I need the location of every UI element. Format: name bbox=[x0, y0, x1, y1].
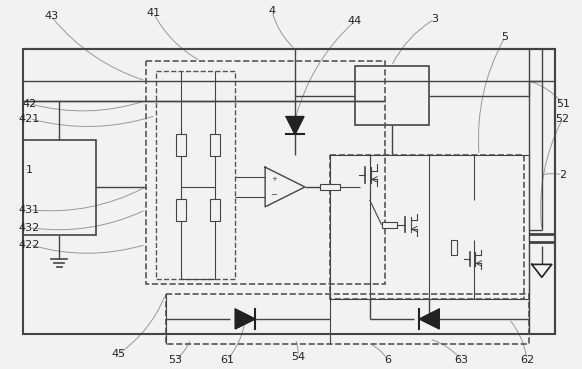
Bar bbox=[210, 199, 221, 221]
Polygon shape bbox=[420, 309, 439, 329]
Bar bbox=[166, 294, 529, 344]
Text: 422: 422 bbox=[19, 239, 40, 249]
Bar bbox=[354, 66, 430, 125]
Bar bbox=[320, 183, 340, 190]
Text: 53: 53 bbox=[169, 355, 183, 365]
Text: +: + bbox=[271, 176, 277, 182]
Text: 43: 43 bbox=[44, 11, 58, 21]
Bar bbox=[155, 71, 235, 279]
Text: 45: 45 bbox=[112, 349, 126, 359]
Text: 431: 431 bbox=[19, 205, 40, 215]
Bar bbox=[176, 199, 186, 221]
Text: −: − bbox=[271, 190, 278, 199]
Text: 54: 54 bbox=[291, 352, 305, 362]
Bar bbox=[382, 222, 398, 228]
Text: 62: 62 bbox=[520, 355, 534, 365]
Text: 52: 52 bbox=[556, 114, 570, 124]
Bar bbox=[146, 61, 385, 284]
Text: 61: 61 bbox=[221, 355, 235, 365]
Text: 51: 51 bbox=[556, 99, 570, 108]
Text: 41: 41 bbox=[147, 8, 161, 18]
Text: 63: 63 bbox=[454, 355, 468, 365]
Text: 1: 1 bbox=[26, 165, 33, 175]
Bar bbox=[176, 134, 186, 156]
Text: 5: 5 bbox=[502, 32, 509, 42]
Polygon shape bbox=[286, 117, 304, 134]
Bar bbox=[23, 140, 96, 235]
Bar bbox=[23, 49, 555, 334]
Text: 3: 3 bbox=[431, 14, 438, 24]
Text: 44: 44 bbox=[347, 16, 362, 26]
Bar bbox=[451, 239, 457, 255]
Bar bbox=[210, 134, 221, 156]
Text: 421: 421 bbox=[19, 114, 40, 124]
Text: 432: 432 bbox=[19, 223, 40, 233]
Text: 42: 42 bbox=[22, 99, 37, 108]
Text: 4: 4 bbox=[268, 6, 276, 16]
Text: 2: 2 bbox=[559, 170, 566, 180]
Polygon shape bbox=[235, 309, 255, 329]
Text: 6: 6 bbox=[384, 355, 391, 365]
Bar bbox=[330, 155, 524, 299]
